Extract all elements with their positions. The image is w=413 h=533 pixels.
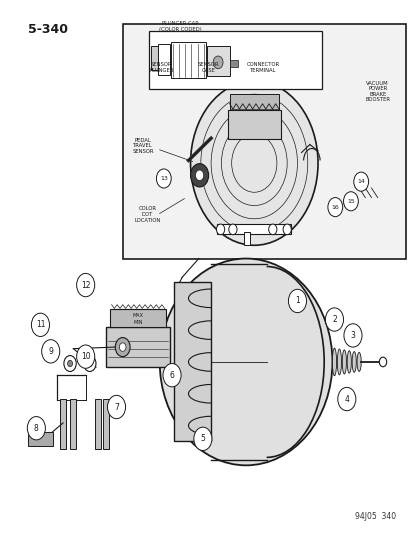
Bar — [243, 232, 249, 245]
Circle shape — [337, 387, 355, 411]
Bar — [217, 224, 291, 233]
Text: 1: 1 — [294, 296, 299, 305]
Text: 2: 2 — [331, 315, 336, 324]
Text: 8: 8 — [34, 424, 39, 433]
Bar — [227, 110, 280, 139]
Ellipse shape — [347, 351, 351, 373]
Text: 13: 13 — [159, 176, 167, 181]
Text: 15: 15 — [346, 199, 354, 204]
Ellipse shape — [332, 348, 336, 376]
Bar — [206, 46, 229, 76]
Circle shape — [27, 417, 45, 440]
Circle shape — [193, 427, 211, 450]
Circle shape — [282, 224, 291, 235]
Text: CONNECTOR
TERMINAL: CONNECTOR TERMINAL — [246, 62, 279, 73]
Circle shape — [268, 224, 276, 235]
Bar — [149, 30, 321, 89]
Text: COLOR
DOT
LOCATION: COLOR DOT LOCATION — [134, 206, 160, 223]
Circle shape — [156, 169, 171, 188]
Circle shape — [190, 164, 208, 187]
Circle shape — [344, 394, 349, 401]
Text: PEDAL
TRAVEL
SENSOR: PEDAL TRAVEL SENSOR — [132, 138, 154, 154]
Circle shape — [213, 56, 223, 69]
Bar — [60, 399, 66, 449]
Bar — [103, 399, 109, 449]
Circle shape — [119, 343, 126, 351]
Circle shape — [42, 340, 59, 363]
Ellipse shape — [351, 352, 356, 372]
Circle shape — [87, 360, 92, 367]
Circle shape — [327, 198, 342, 216]
Circle shape — [64, 356, 76, 372]
Ellipse shape — [159, 259, 332, 465]
Text: 11: 11 — [36, 320, 45, 329]
Text: 94J05  340: 94J05 340 — [354, 512, 395, 521]
Text: 7: 7 — [114, 402, 119, 411]
Bar — [122, 23, 406, 259]
Text: 4: 4 — [344, 394, 349, 403]
Bar — [70, 399, 76, 449]
Circle shape — [343, 324, 361, 347]
Text: SENSOR
CASE: SENSOR CASE — [197, 62, 219, 73]
Circle shape — [343, 192, 358, 211]
Ellipse shape — [337, 349, 341, 375]
Circle shape — [190, 81, 317, 245]
Circle shape — [67, 360, 72, 367]
Circle shape — [378, 357, 386, 367]
Bar — [95, 399, 101, 449]
Text: MAX: MAX — [132, 313, 143, 318]
Circle shape — [325, 308, 343, 331]
Circle shape — [228, 224, 237, 235]
Text: 12: 12 — [81, 280, 90, 289]
Bar — [28, 432, 53, 446]
Bar — [110, 309, 166, 327]
Text: 9: 9 — [48, 347, 53, 356]
Text: VACUUM
POWER
BRAKE
BOOSTER: VACUUM POWER BRAKE BOOSTER — [364, 80, 389, 102]
Bar — [174, 282, 211, 441]
Ellipse shape — [356, 352, 360, 372]
Text: MIN: MIN — [133, 320, 142, 325]
Circle shape — [353, 172, 368, 191]
Bar — [158, 44, 170, 75]
Bar — [106, 327, 170, 367]
Text: 14: 14 — [356, 179, 364, 184]
Circle shape — [31, 313, 50, 336]
Text: 5: 5 — [200, 434, 205, 443]
Text: 16: 16 — [331, 205, 338, 209]
Bar — [171, 42, 205, 78]
Circle shape — [288, 289, 306, 313]
Bar — [151, 46, 159, 70]
Ellipse shape — [342, 350, 346, 374]
Circle shape — [115, 337, 130, 357]
Text: 5-340: 5-340 — [28, 22, 68, 36]
Circle shape — [76, 273, 95, 297]
Circle shape — [107, 395, 125, 419]
Bar — [229, 94, 278, 110]
Text: SENSOR
PLUNGER: SENSOR PLUNGER — [149, 62, 173, 73]
Text: PLUNGER CAP
(COLOR CODED): PLUNGER CAP (COLOR CODED) — [159, 21, 201, 31]
Circle shape — [76, 345, 95, 368]
Text: 3: 3 — [350, 331, 355, 340]
Circle shape — [163, 364, 180, 387]
Circle shape — [195, 170, 203, 181]
Circle shape — [83, 356, 96, 372]
Text: 10: 10 — [81, 352, 90, 361]
Text: 6: 6 — [169, 370, 174, 379]
Bar — [230, 60, 237, 67]
Circle shape — [216, 224, 224, 235]
